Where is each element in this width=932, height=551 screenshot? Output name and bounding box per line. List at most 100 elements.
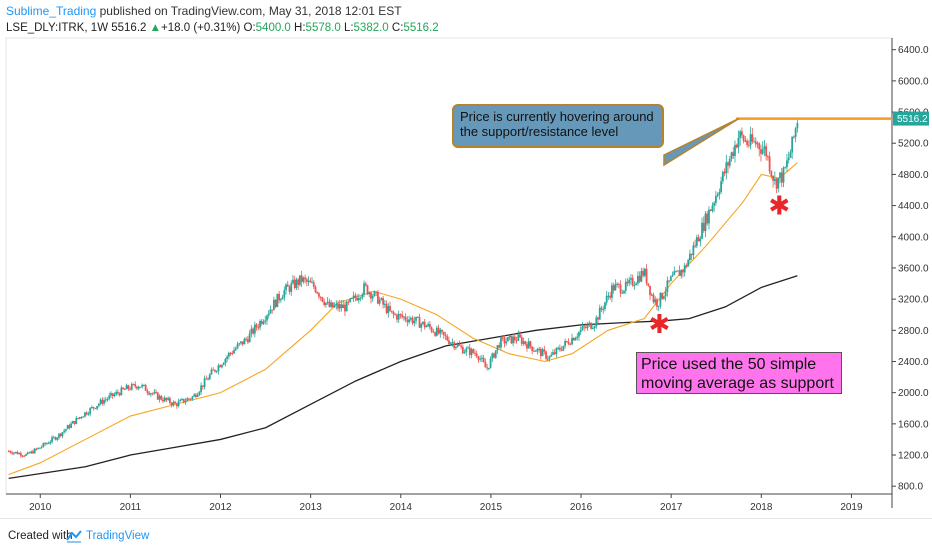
candle-down [304,277,307,280]
candle-up [621,292,624,294]
candle-up [224,358,227,364]
candle-down [740,131,743,136]
symbol-label[interactable]: LSE_DLY:ITRK, 1W [6,22,109,34]
candle-down [567,341,570,345]
candle-up [115,392,118,395]
candle-down [35,448,38,450]
candle-down [404,316,407,320]
candle-down [278,293,281,301]
time-tick-label: 2019 [840,502,863,513]
candle-down [609,295,612,298]
candle-up [196,394,199,397]
candle-down [432,331,435,333]
candle-up [397,314,400,320]
tradingview-link[interactable]: TradingView [86,530,150,542]
candle-down [136,386,138,389]
candle-up [435,327,438,336]
candle-up [636,275,639,284]
candle-down [775,178,778,189]
candle-up [141,384,144,387]
candle-up [512,336,514,344]
candle-up [325,302,327,305]
candle-up [586,324,589,328]
author-link[interactable]: Sublime_Trading [6,4,97,18]
candle-down [453,342,456,349]
candle-down [702,222,705,231]
candle-down [472,349,475,353]
candle-down [430,327,433,332]
candle-down [170,403,173,406]
last-price-tag [893,111,929,126]
candle-up [33,448,36,454]
candle-down [709,209,712,211]
candle-up [262,321,265,324]
candle-down [9,451,12,453]
price-tick-label: 2000.0 [898,388,929,399]
candle-down [156,392,159,400]
asterisk-marker-icon: ✱ [768,192,790,222]
candle-down [649,285,651,296]
candle-up [454,346,457,349]
candle-up [368,292,371,295]
candle-up [279,299,282,301]
candle-down [293,279,296,289]
candle-up [120,387,123,396]
candle-up [673,271,676,276]
candle-down [77,418,79,420]
price-tick-label: 4000.0 [898,232,929,243]
candle-down [94,408,97,410]
candle-up [285,284,287,291]
candle-up [496,345,499,351]
price-tick-label: 1200.0 [898,451,929,462]
candle-down [396,314,398,320]
candle-down [642,270,644,276]
candle-up [489,358,492,368]
candle-down [165,397,168,400]
candle-up [143,384,145,386]
candle-up [662,296,665,299]
candle-up [30,451,33,454]
candle-down [515,340,518,342]
candle-up [787,157,790,161]
candle-down [101,399,104,404]
candle-up [267,313,270,316]
candle-down [260,320,263,324]
candle-up [191,396,194,400]
candle-down [723,171,726,174]
candle-up [716,194,719,197]
candle-up [273,299,275,311]
candle-down [668,280,670,282]
time-axis[interactable]: 2010 2011 2012 2013 2014 2015 2016 2017 2018 2019 [6,493,892,513]
candle-up [217,365,220,372]
candle-up [749,134,752,146]
candle-up [708,209,710,224]
candle-down [531,346,534,351]
candle-up [541,349,544,357]
candle-down [122,387,125,389]
price-axis[interactable]: 800.0 1200.0 1600.0 2000.0 2400.0 2800.0 3200.… [891,38,929,508]
candle-up [578,331,580,337]
candle-up [139,386,142,388]
candle-down [16,451,19,455]
low-label: L: [343,22,354,34]
footer: Created with TradingView [0,518,932,551]
candle-down [229,352,232,354]
candle-up [292,279,294,284]
candle-down [735,144,738,148]
last-price-tag-label: 5516.2 [897,114,928,125]
candle-up [326,301,329,303]
candle-up [226,356,229,359]
candle-down [529,341,532,347]
candle-down [619,284,622,294]
price-chart[interactable]: 800.0 1200.0 1600.0 2000.0 2400.0 2800.0 3200.… [0,36,932,518]
candle-up [725,162,728,174]
candle-up [61,432,64,436]
candle-up [548,356,551,359]
candle-up [789,152,792,158]
time-tick-label: 2017 [660,502,683,513]
candle-up [463,352,466,354]
candle-up [99,399,102,404]
candle-down [195,394,197,397]
candle-up [640,270,643,282]
candle-up [624,281,627,291]
